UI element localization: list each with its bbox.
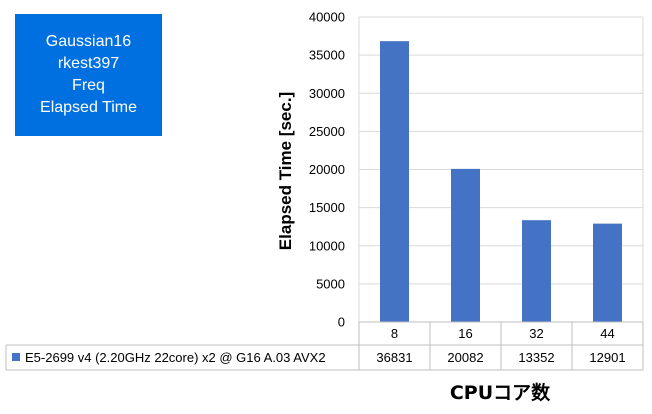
bar (522, 220, 551, 322)
data-table: 8 36831 16 20082 32 13352 44 12901 E5-2699 v4 (2… (5, 321, 644, 371)
legend-swatch (12, 353, 20, 361)
y-tick-label: 15000 (309, 200, 345, 215)
data-value-label: 36831 (376, 350, 412, 365)
y-tick-label: 40000 (309, 10, 345, 25)
y-tick-label: 0 (338, 315, 345, 330)
y-tick-label: 20000 (309, 162, 345, 177)
bar (451, 168, 480, 322)
info-line-software: Gaussian16 (45, 33, 132, 50)
x-category-label: 44 (600, 326, 614, 341)
x-category-label: 16 (458, 326, 472, 341)
legend-series-name: E5-2699 v4 (2.20GHz 22core) x2 @ G16 A.0… (25, 350, 326, 365)
y-tick-label: 25000 (309, 124, 345, 139)
x-axis-title: CPUコア数 (450, 381, 551, 404)
y-tick-label: 5000 (316, 276, 345, 291)
x-category-label: 32 (529, 326, 543, 341)
y-tick-label: 10000 (309, 238, 345, 253)
data-value-label: 12901 (589, 350, 625, 365)
y-tick-label: 30000 (309, 86, 345, 101)
y-tick-label: 35000 (309, 48, 345, 63)
info-line-metric: Elapsed Time (40, 99, 137, 116)
bar (593, 223, 622, 322)
chart-info-box: Gaussian16 rkest397 Freq Elapsed Time (15, 14, 162, 136)
info-line-molecule: rkest397 (57, 55, 120, 72)
bar (380, 41, 409, 322)
bars (380, 41, 622, 322)
info-line-job: Freq (72, 77, 105, 94)
x-category-label: 8 (391, 326, 398, 341)
data-value-label: 13352 (518, 350, 554, 365)
y-axis-ticks: 0 5000 10000 15000 20000 25000 30000 35000 40000 (309, 10, 345, 330)
y-axis-title: Elapsed Time [sec.] (276, 92, 295, 250)
data-value-label: 20082 (447, 350, 483, 365)
